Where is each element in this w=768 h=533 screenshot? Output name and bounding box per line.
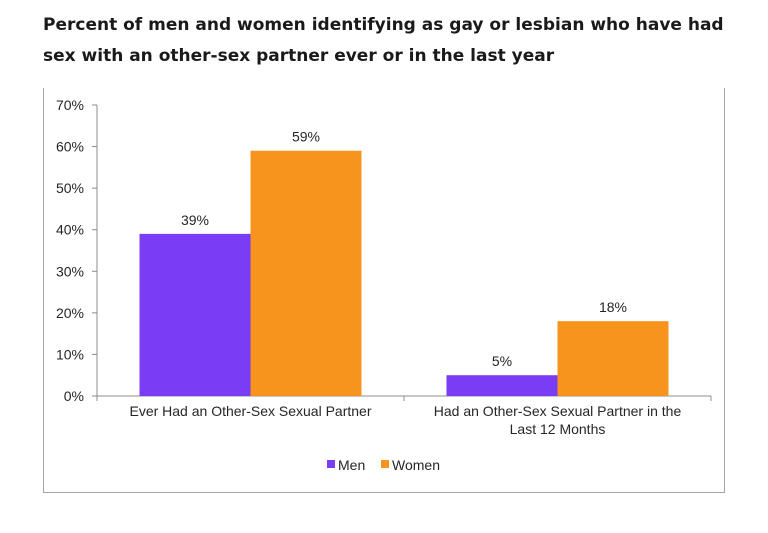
y-tick-label: 70% <box>56 97 84 113</box>
legend-label-men: Men <box>338 457 365 473</box>
y-tick-label: 10% <box>56 346 84 362</box>
bar-men <box>446 375 558 396</box>
y-tick-label: 40% <box>56 222 84 238</box>
y-tick-label: 30% <box>56 263 84 279</box>
y-tick-label: 50% <box>56 180 84 196</box>
data-label: 59% <box>292 129 320 145</box>
legend-swatch-women <box>381 460 389 468</box>
chart-frame <box>43 88 725 493</box>
x-category-label: Last 12 Months <box>510 421 606 437</box>
data-label: 18% <box>599 299 627 315</box>
y-tick-label: 0% <box>64 388 84 404</box>
bar-women <box>557 321 669 396</box>
x-category-label: Had an Other-Sex Sexual Partner in the <box>434 403 682 419</box>
data-label: 39% <box>181 212 209 228</box>
chart-title: Percent of men and women identifying as … <box>43 15 724 66</box>
y-tick-label: 60% <box>56 139 84 155</box>
y-tick-label: 20% <box>56 305 84 321</box>
x-category-label: Ever Had an Other-Sex Sexual Partner <box>129 403 371 419</box>
legend-swatch-men <box>327 460 335 468</box>
bar-women <box>250 150 362 396</box>
data-label: 5% <box>492 353 512 369</box>
legend-label-women: Women <box>392 457 440 473</box>
bar-men <box>139 233 251 396</box>
